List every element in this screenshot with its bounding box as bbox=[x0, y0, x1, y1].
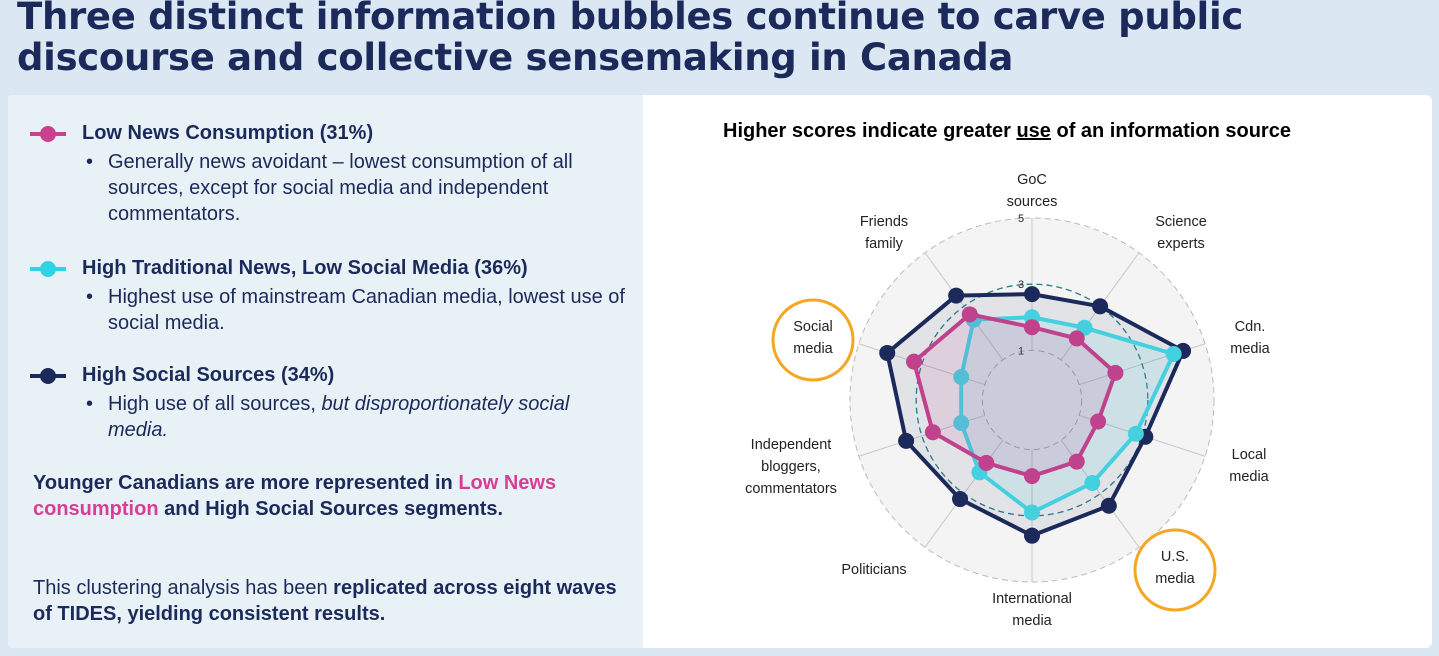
axis-label: Cdn. media bbox=[1230, 319, 1270, 357]
replication-note: This clustering analysis has been replic… bbox=[33, 577, 617, 625]
series-2-point bbox=[1024, 468, 1040, 485]
radial-tick-label: 5 bbox=[1018, 213, 1024, 225]
series-0-point bbox=[879, 344, 896, 361]
series-1-point bbox=[1127, 425, 1144, 442]
segment-bullet: High use of all sources, but disproporti… bbox=[86, 391, 626, 443]
series-1-point bbox=[1084, 474, 1101, 491]
segment-label: High Traditional News, Low Social Media … bbox=[82, 257, 528, 279]
series-2-point bbox=[1068, 453, 1085, 470]
segment-low-news: Low News Consumption (31%) Generally new… bbox=[30, 122, 626, 227]
axis-label: Social media bbox=[793, 319, 833, 357]
series-0-point bbox=[948, 287, 965, 304]
series-0-point bbox=[1024, 286, 1040, 303]
series-1-point bbox=[953, 368, 970, 385]
series-0-point bbox=[1092, 298, 1109, 315]
radial-tick-label: 3 bbox=[1018, 279, 1024, 291]
series-2-point bbox=[978, 454, 995, 471]
series-2-point bbox=[905, 353, 922, 370]
ring-1 bbox=[981, 349, 1083, 451]
segment-label: Low News Consumption (31%) bbox=[82, 122, 374, 144]
axis-label: GoC sources bbox=[1007, 172, 1058, 210]
pink-line-marker-icon bbox=[30, 124, 66, 144]
segment-high-traditional: High Traditional News, Low Social Media … bbox=[30, 257, 626, 336]
series-2-point bbox=[1068, 330, 1085, 347]
series-2-point bbox=[1090, 413, 1107, 430]
page-title: Three distinct information bubbles conti… bbox=[17, 0, 1243, 79]
axis-label: Politicians bbox=[841, 562, 906, 578]
series-0-point bbox=[952, 491, 969, 508]
series-1-point bbox=[1165, 345, 1182, 362]
series-2-point bbox=[1024, 319, 1040, 336]
axis-label: Local media bbox=[1229, 447, 1269, 485]
segment-label: High Social Sources (34%) bbox=[82, 364, 335, 386]
chart-title: Higher scores indicate greater use of an… bbox=[723, 120, 1291, 142]
series-0-point bbox=[898, 432, 915, 449]
axis-label: Friends family bbox=[860, 214, 908, 252]
series-2-point bbox=[961, 306, 978, 323]
axis-label: Science experts bbox=[1155, 214, 1207, 252]
axis-label: Independent bloggers, commentators bbox=[745, 437, 837, 497]
cyan-line-marker-icon bbox=[30, 259, 66, 279]
axis-label: U.S. media bbox=[1155, 549, 1195, 587]
segment-bullet: Generally news avoidant – lowest consump… bbox=[86, 149, 626, 227]
series-0-point bbox=[1100, 497, 1117, 514]
highlight-circle bbox=[771, 298, 855, 382]
series-0-point bbox=[1024, 527, 1040, 544]
segment-high-social: High Social Sources (34%) High use of al… bbox=[30, 364, 626, 443]
younger-note: Younger Canadians are more represented i… bbox=[33, 472, 557, 520]
series-2-point bbox=[924, 424, 941, 441]
axis-label: International media bbox=[992, 591, 1072, 629]
series-1-point bbox=[953, 415, 970, 432]
series-1-point bbox=[1024, 504, 1040, 521]
navy-line-marker-icon bbox=[30, 366, 66, 386]
radial-tick-label: 1 bbox=[1018, 345, 1024, 357]
segment-bullet: Highest use of mainstream Canadian media… bbox=[86, 284, 626, 336]
highlight-circle bbox=[1133, 528, 1217, 612]
series-2-point bbox=[1107, 364, 1124, 381]
segments-panel: Low News Consumption (31%) Generally new… bbox=[8, 95, 643, 648]
